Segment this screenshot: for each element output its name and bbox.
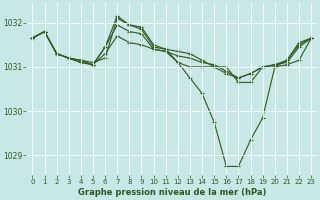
X-axis label: Graphe pression niveau de la mer (hPa): Graphe pression niveau de la mer (hPa): [77, 188, 266, 197]
